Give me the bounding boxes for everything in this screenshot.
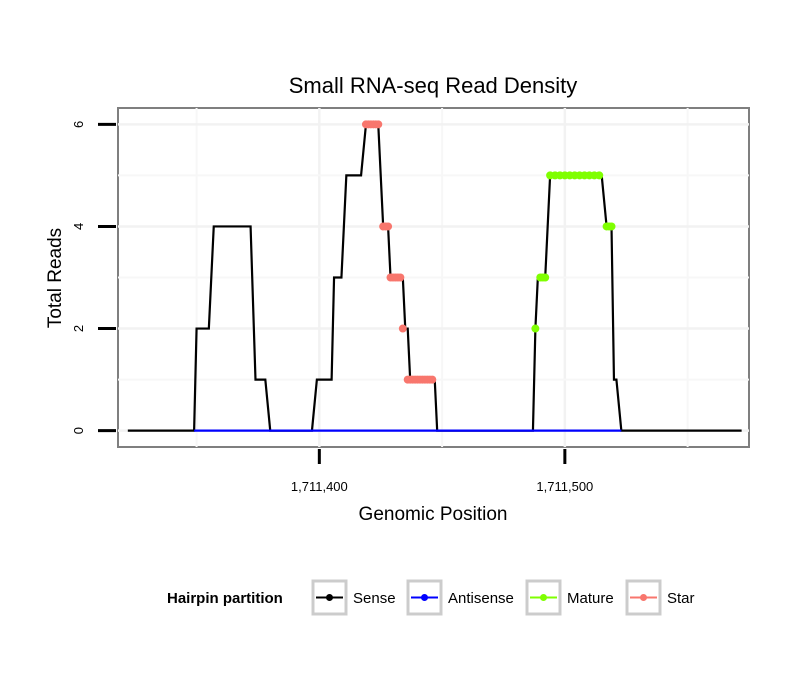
legend-item-sense: Sense (311, 579, 396, 616)
legend-item-antisense: Antisense (406, 579, 514, 616)
y-tick-label: 4 (71, 223, 86, 230)
data-point-star (398, 324, 407, 333)
legend-label-sense: Sense (353, 590, 396, 607)
data-point-mature (607, 222, 616, 231)
x-axis-label: Genomic Position (359, 504, 508, 525)
legend-label-star: Star (667, 590, 695, 607)
legend-item-star: Star (625, 579, 695, 616)
legend: Hairpin partition Sense Antisense Mature… (167, 579, 695, 616)
legend-item-mature: Mature (525, 579, 614, 616)
legend-dot-star (640, 594, 647, 601)
series-layer (127, 120, 742, 432)
legend-dot-antisense (421, 594, 428, 601)
y-axis-label: Total Reads (45, 228, 66, 328)
y-tick-label: 0 (71, 427, 86, 434)
legend-label-antisense: Antisense (448, 590, 514, 607)
legend-dot-mature (540, 594, 547, 601)
data-point-star (428, 375, 437, 384)
data-point-star (396, 273, 405, 282)
legend-title: Hairpin partition (167, 590, 283, 607)
data-point-mature (531, 324, 540, 333)
data-point-mature (541, 273, 550, 282)
data-point-star (384, 222, 393, 231)
x-tick-label: 1,711,500 (536, 479, 593, 494)
legend-dot-sense (326, 594, 333, 601)
y-tick-label: 2 (71, 325, 86, 332)
legend-label-mature: Mature (567, 590, 614, 607)
chart-title: Small RNA-seq Read Density (289, 73, 578, 98)
data-point-mature (595, 171, 604, 180)
x-tick-label: 1,711,400 (291, 479, 348, 494)
data-point-star (374, 120, 383, 129)
axes-layer: 0 2 4 6 1,711,400 1,711,500 (71, 121, 593, 494)
y-tick-label: 6 (71, 121, 86, 128)
